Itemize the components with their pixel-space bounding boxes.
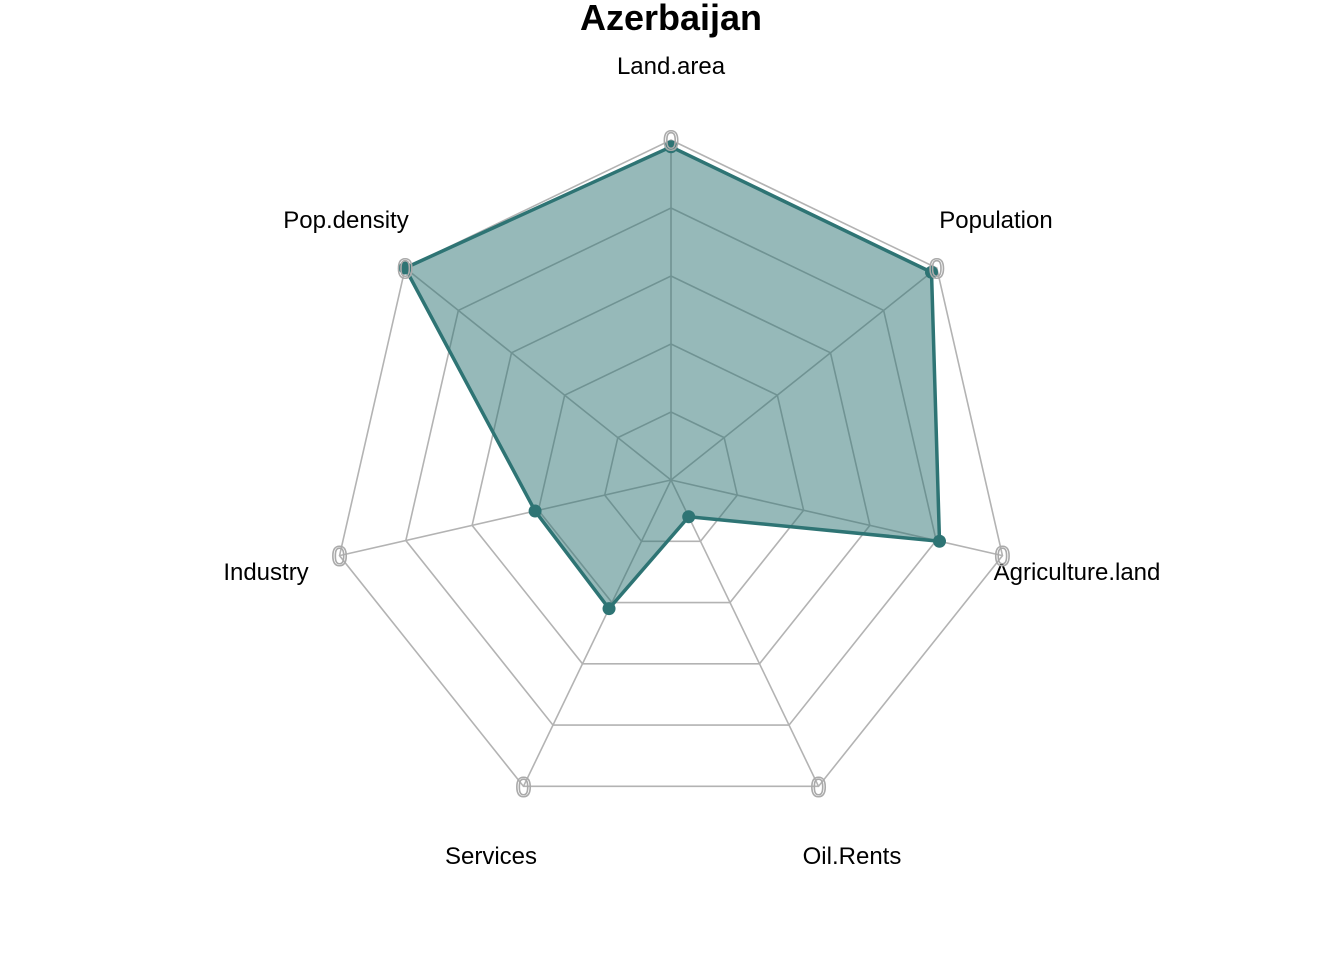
data-point-agriculture-land [932,534,946,548]
data-point-land-area [664,140,678,154]
grid-spoke-3 [670,479,820,787]
axis-tick-label: 0 [332,541,348,572]
series-area [405,146,940,609]
data-point-industry [528,504,542,518]
axis-tick-label: 0 [397,253,413,284]
data-point-oil-rents [682,510,696,524]
axis-label-agriculture-land: Agriculture.land [994,559,1161,586]
axis-label-land-area: Land.area [617,53,726,80]
chart-title: Azerbaijan [580,0,762,38]
axis-label-pop-density: Pop.density [283,207,408,234]
grid-ring-5 [338,139,1004,788]
axis-label-population: Population [939,207,1052,234]
data-point-services [602,602,616,616]
axis-tick-label: 0 [663,125,679,156]
axis-tick-label: 0 [516,771,532,802]
axis-label-services: Services [445,843,537,870]
axis-tick-label: 0 [995,541,1011,572]
data-point-pop-density [398,261,412,275]
axis-tick-label: 0 [811,771,827,802]
axis-label-oil-rents: Oil.Rents [803,843,902,870]
axis-tick-labels: 0 0 0 0 0 0 0 [331,124,1011,803]
axis-label-industry: Industry [223,559,308,586]
series-line [403,145,942,611]
radar-series [398,140,946,616]
data-point-population [925,265,939,279]
axis-labels: Land.area Population Agriculture.land Oil.R… [223,53,1160,870]
axis-tick-label: 0 [929,253,945,284]
